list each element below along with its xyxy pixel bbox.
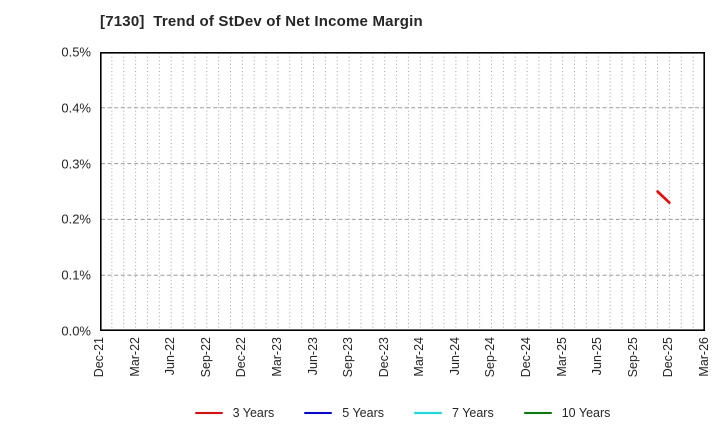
legend: 3 Years 5 Years 7 Years 10 Years xyxy=(100,404,705,422)
plot-canvas xyxy=(100,52,705,331)
x-tick-label: Sep-23 xyxy=(341,337,356,378)
plot-area xyxy=(100,52,705,331)
x-tick-label: Sep-24 xyxy=(483,337,498,378)
y-tick-label: 0.0% xyxy=(61,323,91,339)
y-tick-label: 0.4% xyxy=(61,100,91,116)
legend-label: 5 Years xyxy=(342,406,385,420)
legend-line-swatch xyxy=(523,412,552,414)
x-tick-label: Mar-26 xyxy=(697,337,711,377)
legend-label: 7 Years xyxy=(452,406,494,420)
series-line-3-years xyxy=(656,190,671,204)
legend-label: 3 Years xyxy=(232,406,275,420)
x-tick-label: Mar-22 xyxy=(127,337,142,377)
x-tick-label: Dec-21 xyxy=(92,337,106,378)
x-tick-label: Dec-24 xyxy=(519,337,534,378)
legend-item-5-years: 5 Years xyxy=(304,406,384,420)
legend-item-10-years: 10 Years xyxy=(523,406,611,420)
x-tick-label: Mar-24 xyxy=(412,337,427,377)
x-tick-label: Dec-25 xyxy=(661,337,676,378)
legend-item-7-years: 7 Years xyxy=(414,406,494,420)
legend-line-swatch xyxy=(414,412,443,414)
legend-item-3-years: 3 Years xyxy=(194,406,275,420)
y-tick-label: 0.1% xyxy=(61,267,91,283)
y-tick-label: 0.3% xyxy=(61,156,91,172)
x-tick-label: Dec-22 xyxy=(234,337,249,378)
legend-line-swatch xyxy=(304,412,333,414)
y-tick-label: 0.2% xyxy=(61,211,91,227)
legend-label: 10 Years xyxy=(561,406,611,420)
x-tick-label: Mar-23 xyxy=(269,337,284,377)
x-tick-label: Dec-23 xyxy=(376,337,391,378)
x-tick-label: Mar-25 xyxy=(554,337,569,377)
x-tick-label: Sep-22 xyxy=(198,337,213,378)
x-tick-label: Jun-24 xyxy=(447,337,462,376)
plot-frame xyxy=(100,52,705,331)
x-tick-label: Jun-22 xyxy=(163,337,178,376)
x-tick-label: Jun-25 xyxy=(590,337,605,376)
legend-line-swatch xyxy=(194,412,223,414)
x-tick-label: Jun-23 xyxy=(305,337,320,376)
y-tick-label: 0.5% xyxy=(61,44,91,60)
x-tick-label: Sep-25 xyxy=(625,337,640,378)
chart-title: [7130] Trend of StDev of Net Income Marg… xyxy=(100,13,423,30)
